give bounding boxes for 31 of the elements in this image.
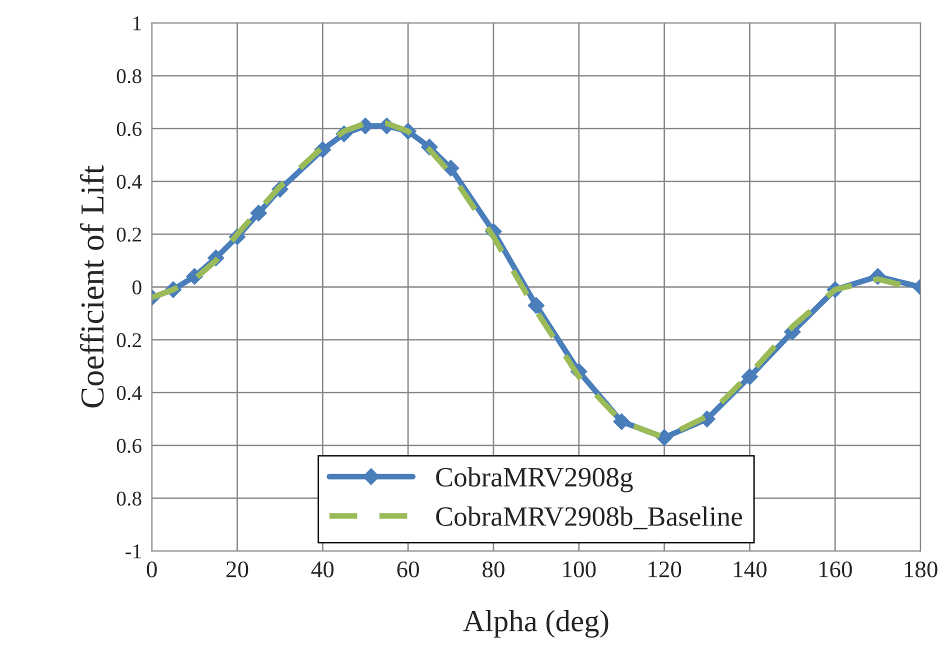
- x-tick-label: 20: [226, 561, 248, 578]
- legend-label: CobraMRV2908g: [436, 467, 633, 492]
- y-axis-title: Coefficient of Lift: [80, 165, 104, 408]
- y-tick-label: 0.8: [116, 492, 142, 506]
- x-tick-label: 180: [904, 561, 938, 578]
- point: [656, 429, 673, 446]
- legend-label: CobraMRV2908b_Baseline: [436, 506, 742, 530]
- x-tick-label: 120: [648, 561, 682, 578]
- point: [613, 413, 630, 430]
- x-tick-label: 60: [397, 561, 419, 578]
- x-tick-label: 140: [734, 561, 767, 578]
- x-tick-label: 80: [482, 561, 504, 578]
- y-tick-label: 1: [134, 16, 141, 30]
- y-tick-label: 0.4: [116, 174, 142, 189]
- y-tick-label: 0.8: [116, 69, 142, 84]
- y-tick-label: 0: [132, 280, 142, 294]
- y-tick-label: 0.2: [116, 228, 141, 242]
- y-tick-label: 0.4: [116, 386, 142, 400]
- point: [528, 297, 545, 314]
- point: [250, 204, 267, 222]
- y-tick-label: 0.6: [116, 122, 142, 136]
- x-tick-label: 0: [146, 561, 157, 578]
- x-tick-label: 40: [311, 561, 334, 578]
- x-tick-label: 160: [819, 561, 852, 578]
- x-axis-title: Alpha (deg): [463, 610, 608, 638]
- point: [442, 160, 460, 177]
- y-tick-label: 0.6: [116, 438, 142, 453]
- point: [741, 368, 758, 386]
- y-tick-label: -1: [126, 544, 141, 558]
- y-tick-label: 0.2: [116, 333, 141, 348]
- x-tick-label: 100: [563, 561, 596, 578]
